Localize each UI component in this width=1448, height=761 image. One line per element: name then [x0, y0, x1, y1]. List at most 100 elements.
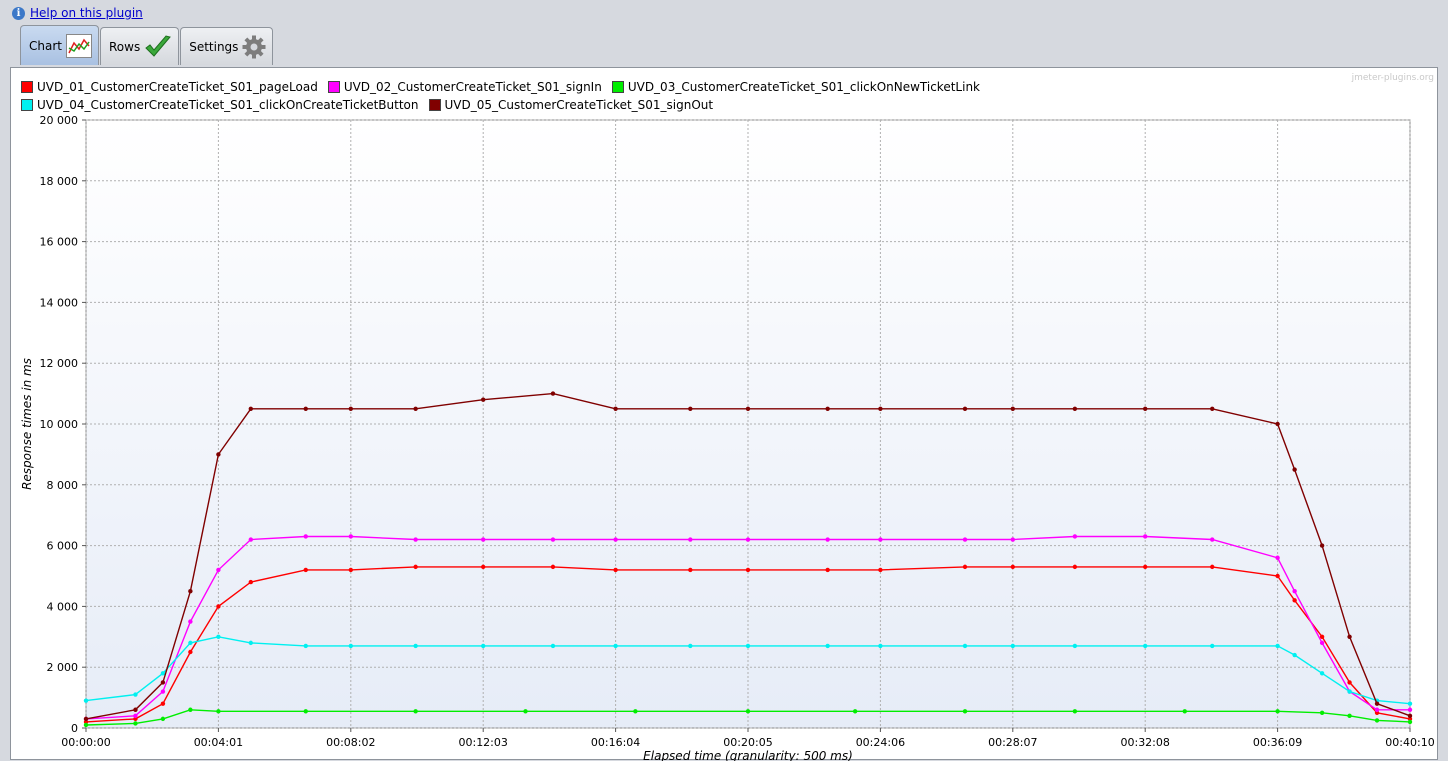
- data-point: [216, 567, 221, 573]
- data-point: [825, 643, 830, 649]
- data-point: [216, 604, 221, 609]
- data-point: [1275, 573, 1280, 579]
- y-tick-label: 2 000: [47, 661, 79, 674]
- data-point: [1275, 643, 1280, 649]
- data-point: [962, 643, 968, 649]
- line-chart-icon: [65, 33, 92, 58]
- x-tick-label: 00:12:03: [458, 736, 507, 749]
- tab-settings[interactable]: Settings: [180, 27, 274, 65]
- data-point: [1407, 713, 1413, 719]
- data-point: [550, 564, 556, 570]
- data-point: [613, 567, 618, 573]
- data-point: [825, 406, 830, 411]
- data-point: [1072, 643, 1078, 649]
- y-tick-label: 20 000: [40, 114, 79, 127]
- data-point: [852, 709, 858, 714]
- data-point: [1319, 710, 1325, 715]
- data-point: [523, 709, 528, 714]
- data-point: [1347, 680, 1352, 685]
- data-point: [1072, 564, 1078, 570]
- legend: UVD_01_CustomerCreateTicket_S01_pageLoad…: [21, 78, 1351, 114]
- data-point: [83, 716, 89, 722]
- legend-swatch: [21, 99, 33, 111]
- x-tick-label: 00:00:00: [61, 736, 110, 749]
- data-point: [1210, 406, 1215, 411]
- tab-bar: Chart Rows Settings: [20, 25, 274, 67]
- x-axis-label: Elapsed time (granularity: 500 ms): [643, 749, 853, 761]
- x-tick-label: 00:28:07: [988, 736, 1037, 749]
- tab-rows[interactable]: Rows: [99, 27, 180, 65]
- data-point: [348, 643, 353, 649]
- data-point: [550, 537, 556, 542]
- x-tick-label: 00:36:09: [1253, 736, 1302, 749]
- data-point: [188, 589, 193, 594]
- data-point: [1347, 634, 1352, 639]
- data-point: [825, 567, 830, 573]
- data-point: [613, 537, 618, 542]
- data-point: [1143, 564, 1148, 570]
- check-mark-icon: [144, 34, 172, 60]
- data-point: [1407, 716, 1413, 722]
- data-point: [1347, 713, 1352, 719]
- data-point: [962, 406, 968, 411]
- data-point: [83, 698, 89, 703]
- legend-item: UVD_05_CustomerCreateTicket_S01_signOut: [428, 96, 713, 114]
- data-point: [1275, 555, 1280, 560]
- data-point: [188, 649, 193, 655]
- data-point: [1374, 701, 1380, 706]
- data-point: [1374, 707, 1380, 712]
- data-point: [1072, 709, 1078, 714]
- data-point: [1407, 707, 1413, 712]
- data-point: [962, 564, 968, 570]
- help-link[interactable]: Help on this plugin: [30, 6, 143, 20]
- x-tick-label: 00:20:05: [723, 736, 772, 749]
- data-point: [550, 391, 556, 396]
- tab-chart[interactable]: Chart: [20, 25, 99, 65]
- data-point: [1143, 534, 1148, 539]
- data-point: [1407, 719, 1413, 725]
- y-tick-label: 12 000: [40, 357, 79, 370]
- data-point: [133, 716, 138, 722]
- data-point: [303, 567, 308, 573]
- legend-item: UVD_03_CustomerCreateTicket_S01_clickOnN…: [611, 78, 980, 96]
- legend-item: UVD_01_CustomerCreateTicket_S01_pageLoad: [21, 78, 318, 96]
- legend-item: UVD_04_CustomerCreateTicket_S01_clickOnC…: [21, 96, 419, 114]
- y-tick-label: 14 000: [40, 296, 79, 309]
- legend-label: UVD_01_CustomerCreateTicket_S01_pageLoad: [37, 80, 318, 94]
- data-point: [1010, 643, 1015, 649]
- data-point: [133, 713, 138, 719]
- data-point: [160, 689, 166, 694]
- grid: [85, 119, 1411, 729]
- data-point: [1374, 710, 1380, 715]
- data-point: [1292, 467, 1297, 472]
- data-point: [550, 643, 556, 649]
- legend-label: UVD_02_CustomerCreateTicket_S01_signIn: [343, 80, 602, 94]
- data-point: [1210, 564, 1215, 570]
- legend-swatch: [428, 99, 441, 111]
- tab-chart-label: Chart: [29, 38, 62, 53]
- data-point: [688, 567, 693, 573]
- data-point: [83, 719, 89, 725]
- y-tick-label: 16 000: [40, 236, 79, 249]
- data-point: [216, 709, 221, 714]
- data-point: [1210, 643, 1215, 649]
- info-icon: i: [12, 6, 25, 20]
- data-point: [413, 709, 418, 714]
- data-point: [878, 537, 883, 542]
- data-point: [83, 722, 89, 728]
- legend-label: UVD_03_CustomerCreateTicket_S01_clickOnN…: [627, 80, 980, 94]
- data-point: [878, 406, 883, 411]
- data-point: [613, 406, 618, 411]
- data-point: [188, 640, 193, 646]
- legend-item: UVD_02_CustomerCreateTicket_S01_signIn: [327, 78, 602, 96]
- data-point: [413, 643, 418, 649]
- y-tick-label: 0: [71, 722, 78, 735]
- data-point: [348, 406, 353, 411]
- data-point: [348, 567, 353, 573]
- x-tick-label: 00:16:04: [591, 736, 640, 749]
- data-point: [878, 567, 883, 573]
- data-point: [962, 709, 968, 714]
- data-point: [133, 721, 138, 726]
- chart-panel: 0 2 000 4 000 6 000 8 000 10 000 12 000 14 000 1…: [10, 67, 1438, 761]
- legend-swatch: [21, 81, 33, 93]
